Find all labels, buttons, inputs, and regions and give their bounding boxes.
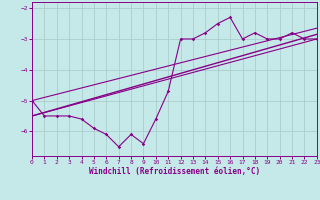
X-axis label: Windchill (Refroidissement éolien,°C): Windchill (Refroidissement éolien,°C) xyxy=(89,167,260,176)
